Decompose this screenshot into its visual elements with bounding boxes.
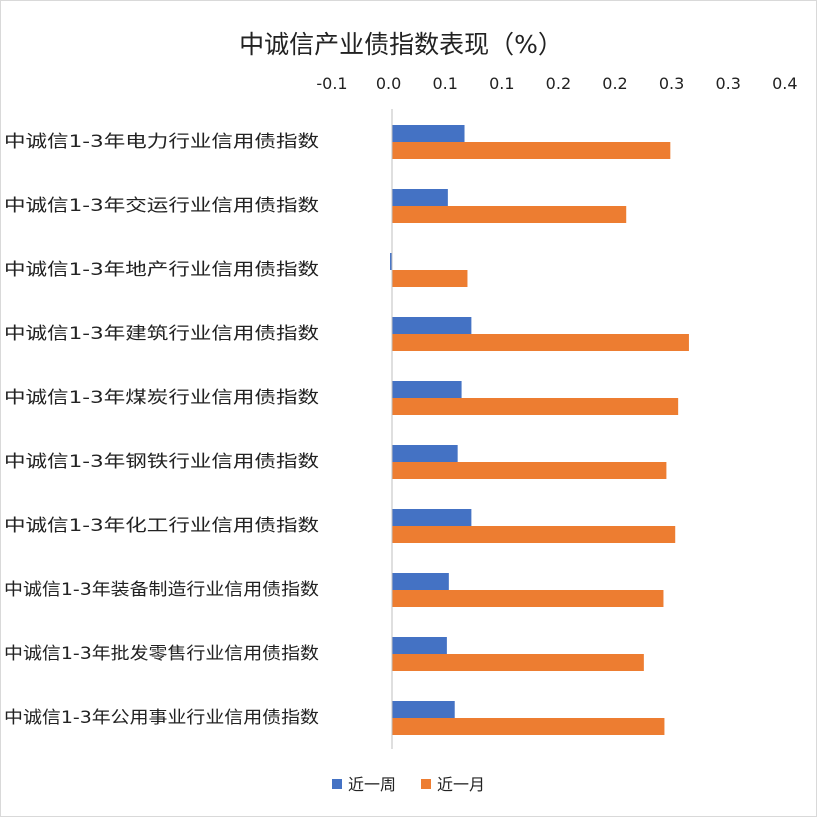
category-label: 中诚信1-3年地产行业信用债指数	[4, 260, 319, 280]
bar-month	[392, 654, 644, 671]
legend-label: 近一周	[348, 775, 396, 794]
category-label: 中诚信1-3年交运行业信用债指数	[4, 196, 319, 216]
x-tick-label: 0.3	[715, 74, 740, 93]
x-tick-label: 0.2	[546, 74, 571, 93]
bar-week	[392, 573, 449, 590]
bar-week	[392, 701, 455, 718]
category-labels: 中诚信1-3年电力行业信用债指数中诚信1-3年交运行业信用债指数中诚信1-3年地…	[4, 132, 319, 728]
category-label: 中诚信1-3年电力行业信用债指数	[4, 132, 319, 152]
bar-week	[392, 125, 465, 142]
legend-swatch	[421, 779, 431, 789]
category-label: 中诚信1-3年建筑行业信用债指数	[4, 324, 319, 344]
bar-week	[392, 317, 472, 334]
bars	[390, 125, 689, 735]
legend-swatch	[332, 779, 342, 789]
bar-month	[392, 398, 679, 415]
category-label: 中诚信1-3年批发零售行业信用债指数	[4, 644, 319, 664]
category-label: 中诚信1-3年化工行业信用债指数	[4, 516, 319, 536]
bar-month	[392, 462, 667, 479]
legend: 近一周 近一月	[332, 775, 485, 794]
category-label: 中诚信1-3年煤炭行业信用债指数	[4, 388, 319, 408]
x-tick-label: 0.2	[602, 74, 627, 93]
x-tick-label: -0.1	[316, 74, 347, 93]
bar-week	[392, 189, 448, 206]
legend-label: 近一月	[437, 775, 485, 794]
category-label: 中诚信1-3年钢铁行业信用债指数	[4, 452, 319, 472]
bar-month	[392, 590, 664, 607]
bar-month	[392, 718, 665, 735]
x-tick-label: 0.4	[772, 74, 797, 93]
x-tick-label: 0.0	[376, 74, 401, 93]
bar-month	[392, 334, 689, 351]
bar-month	[392, 206, 627, 223]
category-label: 中诚信1-3年装备制造行业信用债指数	[4, 580, 319, 600]
bar-week	[392, 509, 472, 526]
x-axis-ticks: -0.1 0.0 0.1 0.1 0.2 0.2 0.3 0.3 0.4	[316, 74, 797, 93]
bar-week	[390, 253, 392, 270]
chart-title: 中诚信产业债指数表现（%）	[239, 30, 563, 59]
bar-week	[392, 637, 447, 654]
x-tick-label: 0.3	[659, 74, 684, 93]
bar-month	[392, 270, 468, 287]
bar-month	[392, 526, 676, 543]
category-label: 中诚信1-3年公用事业行业信用债指数	[4, 708, 319, 728]
bar-month	[392, 142, 671, 159]
bar-week	[392, 445, 458, 462]
x-tick-label: 0.1	[432, 74, 457, 93]
x-tick-label: 0.1	[489, 74, 514, 93]
bar-week	[392, 381, 462, 398]
